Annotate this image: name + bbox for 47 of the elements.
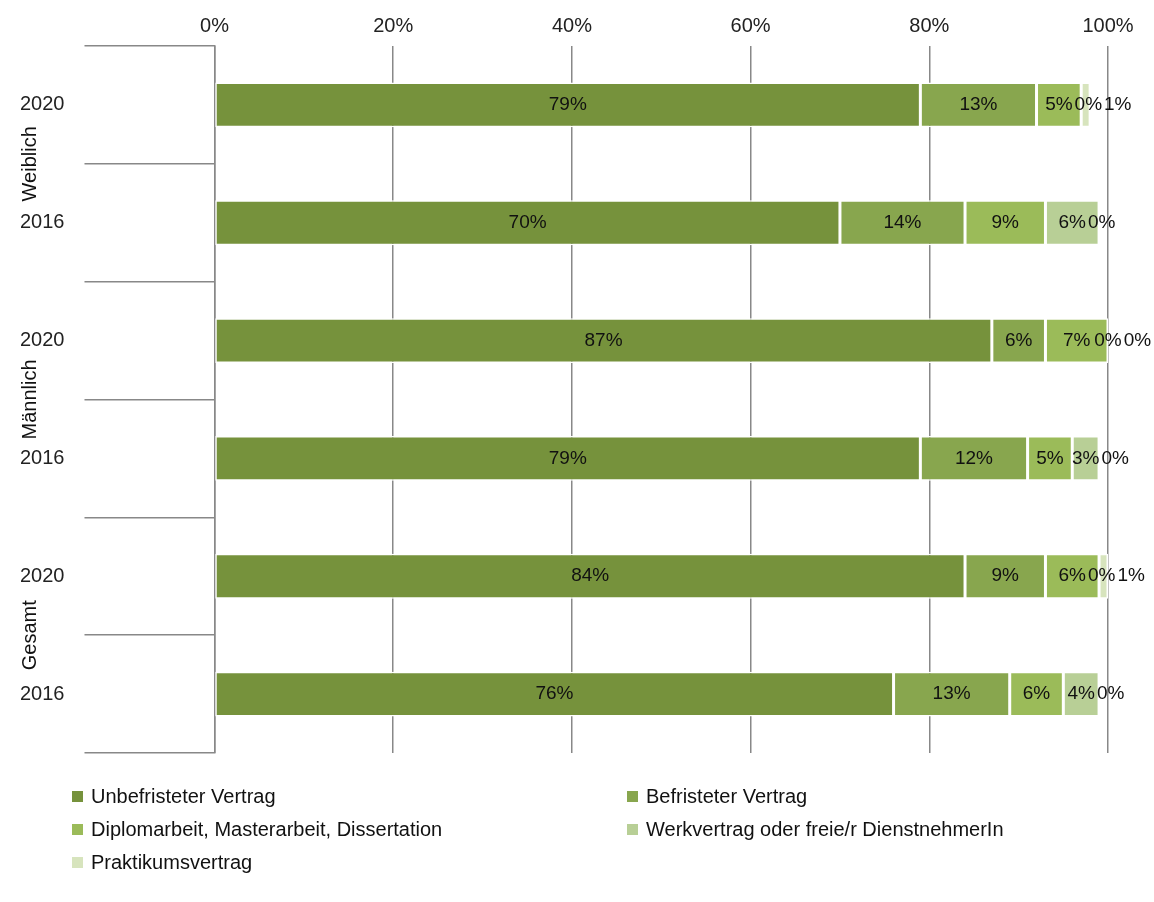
legend-label: Werkvertrag oder freie/r DienstnehmerIn bbox=[646, 818, 1004, 841]
y-tick-label: 2016 bbox=[19, 445, 65, 468]
data-label: 9% bbox=[991, 564, 1020, 586]
y-tick-label: 2016 bbox=[19, 681, 65, 704]
data-label: 0% bbox=[1087, 210, 1116, 232]
x-tick-label: 40% bbox=[551, 13, 593, 36]
data-label: 1% bbox=[1104, 93, 1132, 115]
data-label: 4% bbox=[1067, 682, 1096, 704]
data-label: 9% bbox=[991, 210, 1020, 232]
data-label: 6% bbox=[1058, 210, 1087, 232]
y-tick-label: 2016 bbox=[19, 210, 65, 233]
data-label: 0% bbox=[1123, 328, 1152, 350]
y-tick-label: 2020 bbox=[19, 92, 65, 115]
x-tick-label: 100% bbox=[1082, 13, 1134, 36]
data-label: 7% bbox=[1063, 328, 1091, 350]
data-label: 79% bbox=[548, 446, 587, 468]
legend-label: Praktikumsvertrag bbox=[91, 851, 253, 874]
data-label: 84% bbox=[571, 564, 610, 586]
data-label: 5% bbox=[1036, 446, 1064, 468]
data-label: 0% bbox=[1096, 682, 1125, 704]
data-label: 76% bbox=[535, 682, 574, 704]
x-tick-label: 60% bbox=[730, 13, 771, 36]
data-label: 6% bbox=[1022, 682, 1051, 704]
data-label: 12% bbox=[954, 446, 994, 468]
x-tick-label: 0% bbox=[200, 13, 230, 36]
data-label: 0% bbox=[1087, 564, 1116, 586]
data-label: 13% bbox=[959, 93, 998, 115]
y-tick-label: 2020 bbox=[19, 328, 65, 351]
y-tick-label: 2020 bbox=[19, 563, 65, 586]
data-label: 70% bbox=[508, 210, 547, 232]
data-label: 14% bbox=[883, 210, 922, 232]
text: Männlich bbox=[17, 359, 40, 440]
data-label: 6% bbox=[1004, 328, 1033, 350]
data-label: 79% bbox=[548, 93, 587, 115]
data-label: 6% bbox=[1058, 564, 1087, 586]
data-label: 13% bbox=[932, 682, 971, 704]
data-label: 0% bbox=[1101, 446, 1129, 468]
text: Gesamt bbox=[17, 599, 40, 671]
x-tick-label: 80% bbox=[909, 13, 950, 36]
legend-label: Befristeter Vertrag bbox=[646, 785, 808, 808]
data-label: 1% bbox=[1117, 564, 1146, 586]
legend-label: Unbefristeter Vertrag bbox=[91, 785, 276, 808]
data-label: 87% bbox=[584, 328, 623, 350]
x-tick-label: 20% bbox=[373, 13, 414, 36]
legend-label: Diplomarbeit, Masterarbeit, Dissertation bbox=[91, 818, 443, 841]
text: Weiblich bbox=[17, 126, 40, 202]
data-label: 5% bbox=[1045, 93, 1073, 115]
